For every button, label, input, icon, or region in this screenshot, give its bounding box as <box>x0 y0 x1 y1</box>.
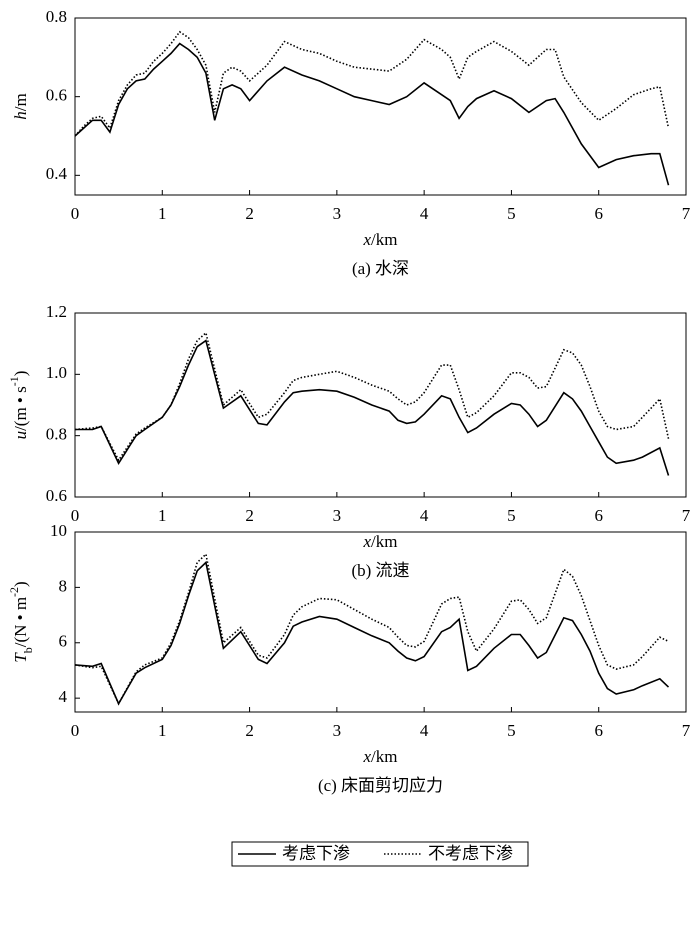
x-tick-label: 6 <box>594 721 603 740</box>
label-part: -2 <box>7 587 21 597</box>
label-part: b <box>21 647 35 653</box>
y-tick-label: 8 <box>59 576 68 595</box>
legend-label: 不考虑下渗 <box>428 844 513 863</box>
label-part: x <box>363 532 372 551</box>
y-tick-label: 1.2 <box>46 302 67 321</box>
axis-label: u/(m • s-1) <box>7 371 30 440</box>
x-tick-label: 1 <box>158 204 167 223</box>
series-line <box>74 42 670 186</box>
x-tick-label: 6 <box>594 204 603 223</box>
x-tick-label: 2 <box>245 204 254 223</box>
y-tick-label: 0.8 <box>46 425 67 444</box>
axis-label: x/km <box>363 747 398 766</box>
label-part: T <box>11 652 30 663</box>
x-tick-label: 5 <box>507 204 516 223</box>
axis-label: x/km <box>363 230 398 249</box>
series-line <box>74 331 670 462</box>
x-tick-label: 0 <box>71 204 80 223</box>
y-tick-label: 4 <box>59 687 68 706</box>
x-tick-label: 3 <box>333 721 342 740</box>
plot-frame <box>74 312 687 498</box>
x-tick-label: 7 <box>682 721 691 740</box>
x-tick-label: 0 <box>71 506 80 525</box>
series-line <box>74 560 670 706</box>
x-tick-label: 4 <box>420 506 429 525</box>
y-tick-label: 0.8 <box>46 7 67 26</box>
caption: (a) 水深 <box>352 259 409 278</box>
y-tick-label: 0.6 <box>46 486 67 505</box>
x-tick-label: 6 <box>594 506 603 525</box>
caption: (b) 流速 <box>351 561 409 580</box>
label-part: x <box>363 747 372 766</box>
x-tick-label: 1 <box>158 506 167 525</box>
label-part: u <box>11 431 30 440</box>
axis-label: x/km <box>363 532 398 551</box>
x-tick-label: 4 <box>420 721 429 740</box>
x-tick-label: 3 <box>333 204 342 223</box>
x-tick-label: 5 <box>507 506 516 525</box>
x-tick-label: 2 <box>245 721 254 740</box>
label-part: -1 <box>7 376 21 386</box>
y-tick-label: 0.6 <box>46 86 67 105</box>
legend-label: 考虑下渗 <box>282 844 350 863</box>
label-part: /(N • m <box>11 597 30 647</box>
label-part: /m <box>11 93 30 111</box>
axis-label: Tb/(N • m-2) <box>7 581 35 662</box>
y-tick-label: 1.0 <box>46 363 67 382</box>
y-tick-label: 10 <box>50 521 67 540</box>
x-tick-label: 2 <box>245 506 254 525</box>
label-part: ) <box>11 581 30 587</box>
x-tick-label: 3 <box>333 506 342 525</box>
plot-frame <box>74 531 687 713</box>
y-tick-label: 0.4 <box>46 164 68 183</box>
x-tick-label: 7 <box>682 204 691 223</box>
label-part: /km <box>371 230 397 249</box>
x-tick-label: 0 <box>71 721 80 740</box>
label-part: h <box>11 111 30 120</box>
caption: (c) 床面剪切应力 <box>318 776 443 795</box>
label-part: /km <box>371 532 397 551</box>
x-tick-label: 7 <box>682 506 691 525</box>
series-line <box>74 30 670 137</box>
series-line <box>74 552 669 706</box>
x-tick-label: 4 <box>420 204 429 223</box>
x-tick-label: 5 <box>507 721 516 740</box>
y-tick-label: 6 <box>59 632 68 651</box>
series-line <box>75 339 670 476</box>
label-part: x <box>363 230 372 249</box>
plot-frame <box>74 17 687 196</box>
label-part: /km <box>371 747 397 766</box>
axis-label: h/m <box>11 93 30 119</box>
label-part: /(m • s <box>11 386 30 431</box>
label-part: ) <box>11 371 30 377</box>
legend-box <box>231 841 529 867</box>
x-tick-label: 1 <box>158 721 167 740</box>
